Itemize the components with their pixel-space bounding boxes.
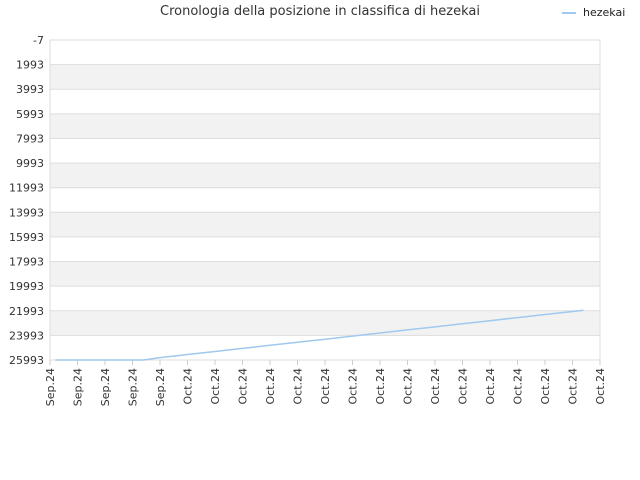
y-tick-label: 5993 <box>16 108 44 121</box>
x-tick-label: Sep.24 <box>154 368 167 406</box>
y-tick-label: 25993 <box>9 354 44 367</box>
y-tick-label: 9993 <box>16 157 44 170</box>
y-tick-label: 13993 <box>9 206 44 219</box>
x-tick-label: Oct.24 <box>374 368 387 405</box>
legend[interactable]: hezekai <box>562 6 625 19</box>
x-tick-label: Oct.24 <box>594 368 607 405</box>
plot-band <box>50 163 600 188</box>
x-tick-label: Oct.24 <box>429 368 442 405</box>
plot-band <box>50 64 600 90</box>
chart-title: Cronologia della posizione in classifica… <box>160 4 480 19</box>
legend-swatch <box>562 11 576 14</box>
plot-band <box>50 113 600 139</box>
y-tick-label: 19993 <box>9 280 44 293</box>
y-tick-label: 21993 <box>9 305 44 318</box>
x-tick-label: Oct.24 <box>237 368 250 405</box>
x-tick-label: Oct.24 <box>567 368 580 405</box>
x-tick-label: Oct.24 <box>484 368 497 405</box>
x-tick-label: Sep.24 <box>44 368 57 406</box>
x-tick-label: Oct.24 <box>457 368 470 405</box>
x-tick-label: Oct.24 <box>539 368 552 405</box>
plot-band <box>50 310 600 336</box>
x-tick-label: Oct.24 <box>402 368 415 405</box>
plot-band <box>50 212 600 237</box>
series-line-hezekai <box>55 309 584 361</box>
x-tick-label: Sep.24 <box>72 368 85 406</box>
x-tick-label: Sep.24 <box>99 368 112 406</box>
plot-band <box>50 261 600 287</box>
y-tick-label: 11993 <box>9 182 44 195</box>
x-tick-label: Oct.24 <box>292 368 305 405</box>
x-tick-label: Oct.24 <box>264 368 277 405</box>
y-tick-label: 3993 <box>16 83 44 96</box>
x-tick-label: Oct.24 <box>182 368 195 405</box>
y-tick-label: 17993 <box>9 256 44 269</box>
x-tick-label: Oct.24 <box>347 368 360 405</box>
x-tick-label: Oct.24 <box>209 368 222 405</box>
legend-label: hezekai <box>583 6 626 19</box>
y-tick-label: 1993 <box>16 59 44 72</box>
y-tick-label: 7993 <box>16 132 44 145</box>
y-tick-label: 23993 <box>9 329 44 342</box>
y-tick-label: 15993 <box>9 231 44 244</box>
x-tick-label: Oct.24 <box>319 368 332 405</box>
x-tick-label: Sep.24 <box>127 368 140 406</box>
x-tick-label: Oct.24 <box>512 368 525 405</box>
y-tick-label: -7 <box>33 34 44 47</box>
